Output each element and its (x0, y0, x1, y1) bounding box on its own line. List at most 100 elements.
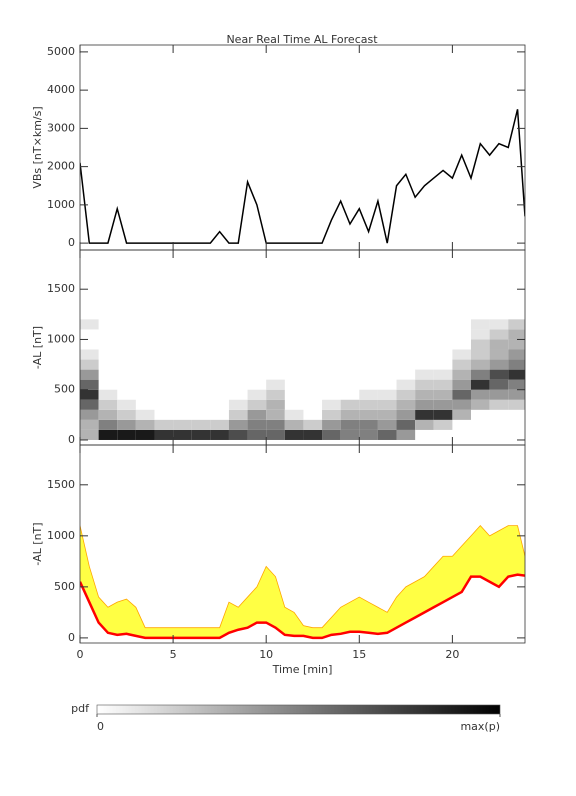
heatmap-cell (341, 319, 360, 329)
heatmap-cell (378, 360, 397, 370)
y-tick-label: 3000 (47, 121, 75, 134)
heatmap-cell (303, 380, 322, 390)
heatmap-cell (173, 339, 192, 349)
heatmap-cell (154, 400, 173, 410)
heatmap-cell (303, 339, 322, 349)
heatmap-cell (248, 370, 267, 380)
x-tick-label: 15 (352, 648, 366, 661)
heatmap-cell (80, 399, 99, 410)
heatmap-cell (136, 370, 155, 380)
heatmap-cell (377, 399, 397, 410)
heatmap-cell (452, 379, 472, 390)
heatmap-cell (378, 329, 397, 339)
heatmap-cell (228, 429, 248, 440)
heatmap-cell (248, 319, 267, 329)
heatmap-cell (397, 319, 416, 329)
heatmap-cell (378, 380, 397, 390)
heatmap-cell (471, 349, 490, 360)
heatmap-cell (210, 419, 229, 430)
heatmap-cell (98, 389, 118, 400)
heatmap-cell (229, 370, 248, 380)
heatmap-cell (415, 350, 434, 360)
heatmap-cell (471, 420, 490, 430)
heatmap-cell (80, 319, 99, 330)
heatmap-cell (322, 339, 341, 349)
heatmap-cell (508, 319, 525, 330)
heatmap-cell (136, 339, 155, 349)
heatmap-cell (452, 329, 471, 339)
y-tick-label: 0 (68, 433, 75, 446)
heatmap-cell (434, 430, 453, 440)
heatmap-cell (359, 319, 378, 329)
plot-frame (79, 444, 526, 644)
heatmap-cell (154, 390, 173, 400)
heatmap-cell (508, 339, 525, 350)
heatmap-cell (397, 350, 416, 360)
heatmap-cell (98, 399, 118, 410)
heatmap-cell (434, 339, 453, 349)
heatmap-cell (415, 369, 434, 380)
y-axis-label: VBs [nT×km/s] (31, 106, 44, 188)
heatmap-cell (192, 370, 211, 380)
plot-area (80, 109, 525, 244)
heatmap-cell (266, 319, 285, 329)
heatmap-cell (117, 399, 136, 410)
heatmap-cell (433, 379, 453, 390)
heatmap-cell (173, 400, 192, 410)
heatmap-cell (154, 319, 173, 329)
heatmap-cell (341, 339, 360, 349)
heatmap-cell (359, 399, 378, 410)
data-line (80, 109, 525, 244)
heatmap-cell (173, 410, 192, 420)
heatmap-cell (452, 409, 472, 420)
heatmap-cell (397, 370, 416, 380)
y-tick-label: 500 (54, 580, 75, 593)
heatmap-cell (210, 380, 229, 390)
y-tick-label: 0 (68, 631, 75, 644)
heatmap-cell (322, 329, 341, 339)
heatmap-cell (192, 319, 211, 329)
heatmap-cell (340, 429, 360, 440)
heatmap-cell (452, 349, 472, 360)
heatmap-cell (489, 369, 509, 380)
heatmap-cell (397, 329, 416, 339)
heatmap-cell (452, 430, 471, 440)
heatmap-cell (508, 420, 527, 430)
heatmap-cell (359, 429, 378, 440)
heatmap-cell (136, 329, 155, 339)
heatmap-cell (322, 409, 341, 420)
heatmap-cell (117, 329, 136, 339)
x-tick-label: 0 (77, 648, 84, 661)
heatmap-cell (378, 339, 397, 349)
heatmap-cell (471, 430, 490, 440)
heatmap-cell (377, 389, 397, 400)
heatmap-cell (173, 329, 192, 339)
heatmap-cell (154, 419, 174, 430)
heatmap-cell (396, 389, 416, 400)
heatmap-cell (99, 360, 118, 370)
heatmap-cell (489, 359, 509, 370)
heatmap-cell (508, 349, 525, 360)
heatmap-cell (266, 339, 285, 349)
heatmap-cell (99, 339, 118, 349)
heatmap-cell (284, 419, 304, 430)
heatmap-cell (173, 390, 192, 400)
heatmap-cell (471, 319, 490, 330)
plot-area (80, 319, 527, 440)
heatmap-cell (359, 370, 378, 380)
heatmap-cell (433, 399, 453, 410)
heatmap-cell (452, 389, 472, 400)
heatmap-cell (322, 350, 341, 360)
heatmap-cell (229, 339, 248, 349)
heatmap-cell (154, 429, 174, 440)
heatmap-cell (210, 350, 229, 360)
heatmap-cell (396, 379, 416, 390)
heatmap-cell (378, 319, 397, 329)
heatmap-cell (322, 390, 341, 400)
heatmap-cell (508, 329, 525, 340)
heatmap-cell (210, 429, 229, 440)
heatmap-cell (266, 350, 285, 360)
heatmap-cell (303, 360, 322, 370)
heatmap-cell (377, 419, 397, 430)
heatmap-cell (247, 419, 267, 430)
